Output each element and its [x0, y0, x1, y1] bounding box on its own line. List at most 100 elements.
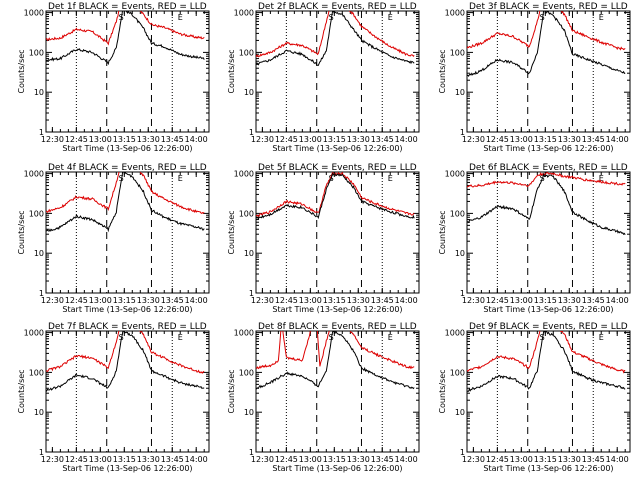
- x-tick-label: 13:00: [89, 135, 112, 144]
- y-tick-label: 1: [39, 128, 44, 137]
- y-tick-label: 1: [249, 289, 254, 298]
- panel-title: Det 3f BLACK = Events, RED = LLD: [469, 2, 628, 12]
- x-axis-label: Start Time (13-Sep-06 12:26:00): [62, 305, 192, 314]
- events-series-line: [256, 11, 415, 66]
- plot-frame: [255, 330, 420, 453]
- y-tick-label: 1: [249, 128, 254, 137]
- events-series-line: [46, 172, 205, 233]
- x-tick-label: 12:30: [251, 296, 274, 305]
- x-tick-label: 14:00: [185, 296, 208, 305]
- x-tick-label: 14:00: [606, 455, 629, 464]
- marker-e: E: [599, 174, 604, 183]
- y-tick-label: 1000: [24, 9, 44, 18]
- x-tick-label: 13:00: [510, 455, 533, 464]
- plot-frame: [45, 330, 210, 453]
- x-tick-label: 12:45: [486, 135, 509, 144]
- y-tick-label: 10: [455, 88, 465, 97]
- panel-title: Det 5f BLACK = Events, RED = LLD: [258, 163, 417, 173]
- y-axis-label: Counts/sec: [17, 210, 26, 254]
- panel-title: Det 7f BLACK = Events, RED = LLD: [48, 322, 207, 332]
- y-tick-label: 10: [244, 408, 254, 417]
- y-tick-label: 100: [450, 368, 465, 377]
- plot-frame: [466, 10, 631, 133]
- panel-2: Det 2f BLACK = Events, RED = LLD 1 10 100 10…: [227, 2, 420, 153]
- y-tick-label: 1000: [234, 170, 254, 179]
- x-axis-label: Start Time (13-Sep-06 12:26:00): [62, 464, 192, 473]
- events-series-line: [46, 11, 205, 66]
- marker-e: E: [388, 13, 393, 22]
- x-tick-label: 13:30: [137, 455, 160, 464]
- plot-frame: [45, 171, 210, 294]
- y-tick-label: 100: [29, 209, 44, 218]
- marker-e: E: [599, 13, 604, 22]
- x-tick-label: 13:30: [347, 135, 370, 144]
- y-tick-label: 1: [249, 448, 254, 457]
- y-tick-label: 1000: [24, 329, 44, 338]
- x-tick-label: 13:45: [371, 135, 394, 144]
- panel-5: Det 5f BLACK = Events, RED = LLD 1 10 100 10…: [227, 163, 420, 314]
- marker-e: E: [178, 174, 183, 183]
- panel-title: Det 6f BLACK = Events, RED = LLD: [469, 163, 628, 173]
- y-tick-label: 10: [34, 408, 44, 417]
- x-tick-label: 13:45: [582, 135, 605, 144]
- x-tick-label: 14:00: [395, 455, 418, 464]
- plot-frame: [466, 330, 631, 453]
- marker-e: E: [178, 13, 183, 22]
- x-tick-label: 12:30: [41, 455, 64, 464]
- x-tick-label: 13:30: [558, 455, 581, 464]
- x-tick-label: 13:30: [347, 296, 370, 305]
- panel-4: Det 4f BLACK = Events, RED = LLD 1 10 100 10…: [17, 163, 210, 314]
- y-axis-label: Counts/sec: [17, 49, 26, 93]
- x-tick-label: 13:15: [534, 135, 557, 144]
- plot-frame: [255, 10, 420, 133]
- y-tick-label: 10: [244, 88, 254, 97]
- plot-frame: [255, 171, 420, 294]
- marker-e: E: [599, 333, 604, 342]
- x-tick-label: 13:30: [137, 135, 160, 144]
- y-tick-label: 1: [460, 448, 465, 457]
- x-tick-label: 12:45: [65, 135, 88, 144]
- y-tick-label: 100: [450, 209, 465, 218]
- x-tick-label: 13:15: [534, 296, 557, 305]
- y-tick-label: 100: [450, 48, 465, 57]
- marker-s: S: [540, 13, 545, 22]
- x-tick-label: 13:45: [582, 296, 605, 305]
- panel-9: Det 9f BLACK = Events, RED = LLD 1 10 100 10…: [438, 322, 631, 473]
- panel-6: Det 6f BLACK = Events, RED = LLD 1 10 100 10…: [438, 163, 631, 314]
- x-tick-label: 13:45: [161, 296, 184, 305]
- x-tick-label: 12:30: [41, 296, 64, 305]
- y-tick-label: 1000: [234, 9, 254, 18]
- marker-s: S: [119, 333, 124, 342]
- plot-frame: [466, 171, 631, 294]
- y-tick-label: 100: [239, 368, 254, 377]
- x-axis-label: Start Time (13-Sep-06 12:26:00): [272, 464, 402, 473]
- x-tick-label: 13:00: [89, 455, 112, 464]
- x-tick-label: 13:45: [161, 455, 184, 464]
- plot-frame: [45, 10, 210, 133]
- events-series-line: [46, 331, 205, 392]
- x-tick-label: 13:15: [113, 296, 136, 305]
- y-tick-label: 1000: [445, 9, 465, 18]
- x-tick-label: 13:45: [371, 296, 394, 305]
- y-tick-label: 1000: [24, 170, 44, 179]
- x-tick-label: 12:30: [251, 455, 274, 464]
- y-axis-label: Counts/sec: [227, 369, 236, 413]
- panel-title: Det 2f BLACK = Events, RED = LLD: [258, 2, 417, 12]
- panel-title: Det 9f BLACK = Events, RED = LLD: [469, 322, 628, 332]
- x-tick-label: 13:15: [534, 455, 557, 464]
- lld-series-line: [467, 172, 626, 188]
- marker-e: E: [178, 333, 183, 342]
- panel-3: Det 3f BLACK = Events, RED = LLD 1 10 100 10…: [438, 2, 631, 153]
- x-tick-label: 13:45: [161, 135, 184, 144]
- y-tick-label: 10: [34, 88, 44, 97]
- lld-series-line: [467, 11, 626, 51]
- lld-series-line: [256, 331, 415, 370]
- y-tick-label: 100: [239, 209, 254, 218]
- x-tick-label: 14:00: [185, 455, 208, 464]
- panel-title: Det 1f BLACK = Events, RED = LLD: [48, 2, 207, 12]
- x-tick-label: 12:30: [462, 455, 485, 464]
- y-tick-label: 100: [239, 48, 254, 57]
- y-axis-label: Counts/sec: [227, 210, 236, 254]
- y-tick-label: 1000: [445, 329, 465, 338]
- panel-1: Det 1f BLACK = Events, RED = LLD 1 10 100 10…: [17, 2, 210, 153]
